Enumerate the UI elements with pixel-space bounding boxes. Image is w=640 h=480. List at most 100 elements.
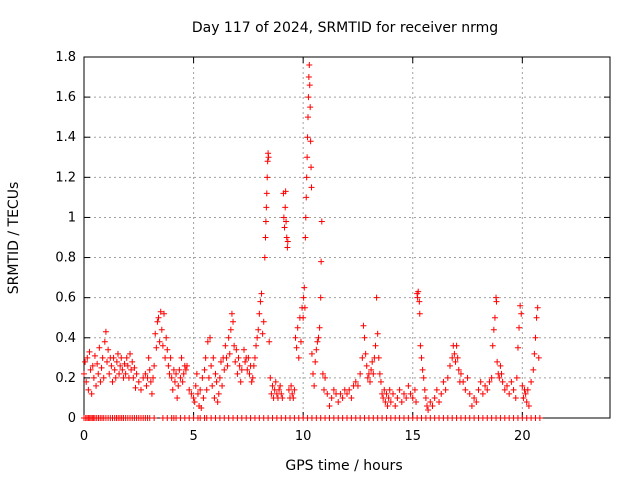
data-point: [133, 370, 140, 377]
data-point: [396, 386, 403, 393]
x-axis-title: GPS time / hours: [285, 458, 402, 474]
data-point: [306, 82, 313, 89]
data-point: [124, 362, 131, 369]
data-point: [348, 394, 355, 401]
data-point: [523, 398, 530, 405]
data-point: [192, 382, 199, 389]
data-point: [453, 342, 460, 349]
data-point: [249, 374, 256, 381]
data-point: [113, 358, 120, 365]
data-point: [308, 350, 315, 357]
data-point: [280, 214, 287, 221]
data-point: [283, 234, 290, 241]
data-point: [266, 338, 273, 345]
data-point: [272, 378, 279, 385]
data-point: [269, 382, 276, 389]
x-tick-label: 5: [189, 429, 197, 444]
data-point: [253, 342, 260, 349]
data-point: [361, 334, 368, 341]
data-point: [263, 190, 270, 197]
data-point: [531, 350, 538, 357]
data-point: [145, 354, 152, 361]
data-point: [255, 326, 262, 333]
y-tick-label: 1: [68, 210, 76, 225]
data-point: [431, 394, 438, 401]
data-point: [520, 394, 527, 401]
x-tick-label: 15: [404, 429, 421, 444]
data-point: [425, 406, 432, 413]
data-point: [153, 344, 160, 351]
data-point: [400, 390, 407, 397]
data-point: [303, 174, 310, 181]
data-point: [129, 358, 136, 365]
data-point: [228, 310, 235, 317]
data-point: [131, 364, 138, 371]
data-point: [147, 378, 154, 385]
data-point: [335, 398, 342, 405]
data-point: [308, 184, 315, 191]
data-point: [376, 370, 383, 377]
data-point: [328, 394, 335, 401]
data-point: [188, 390, 195, 397]
data-point: [285, 386, 292, 393]
data-point: [262, 218, 269, 225]
data-point: [301, 284, 308, 291]
data-point: [173, 370, 180, 377]
data-point: [372, 342, 379, 349]
data-point: [490, 326, 497, 333]
data-point: [86, 348, 93, 355]
data-point: [373, 294, 380, 301]
data-point: [91, 352, 98, 359]
data-point: [413, 398, 420, 405]
data-point: [202, 354, 209, 361]
data-point: [306, 62, 313, 69]
data-point: [524, 386, 531, 393]
data-point: [354, 382, 361, 389]
data-point: [528, 378, 535, 385]
data-point: [415, 288, 422, 295]
data-point: [368, 366, 375, 373]
data-point: [102, 328, 109, 335]
data-point: [277, 382, 284, 389]
y-tick-label: 0: [68, 411, 76, 426]
data-point: [374, 330, 381, 337]
data-point: [135, 378, 142, 385]
data-point: [519, 382, 526, 389]
data-point: [214, 398, 221, 405]
data-point: [304, 154, 311, 161]
data-point: [168, 374, 175, 381]
data-point: [416, 298, 423, 305]
data-point: [245, 354, 252, 361]
data-point: [282, 188, 289, 195]
data-point: [423, 402, 430, 409]
data-point: [182, 366, 189, 373]
data-point: [284, 244, 291, 251]
data-point: [83, 378, 90, 385]
data-point: [231, 342, 238, 349]
data-point: [282, 204, 289, 211]
data-point: [407, 390, 414, 397]
data-point: [307, 138, 314, 145]
data-point: [517, 302, 524, 309]
data-point: [386, 386, 393, 393]
data-point: [394, 394, 401, 401]
data-point: [203, 386, 210, 393]
data-point: [248, 378, 255, 385]
data-point: [284, 238, 291, 245]
data-point: [157, 308, 164, 315]
data-point: [300, 314, 307, 321]
data-point: [210, 354, 217, 361]
data-point: [123, 354, 130, 361]
data-point: [346, 386, 353, 393]
data-point: [498, 370, 505, 377]
data-point: [436, 398, 443, 405]
data-point: [417, 342, 424, 349]
data-point: [421, 386, 428, 393]
data-point: [154, 318, 161, 325]
data-point: [261, 254, 268, 261]
data-point: [302, 214, 309, 221]
data-point: [339, 394, 346, 401]
data-point: [293, 344, 300, 351]
data-point: [510, 386, 517, 393]
